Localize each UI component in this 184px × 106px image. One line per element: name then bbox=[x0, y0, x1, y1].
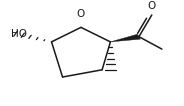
Text: O: O bbox=[148, 1, 156, 11]
Polygon shape bbox=[110, 34, 140, 42]
Text: HO: HO bbox=[11, 29, 27, 39]
Text: O: O bbox=[77, 9, 85, 19]
